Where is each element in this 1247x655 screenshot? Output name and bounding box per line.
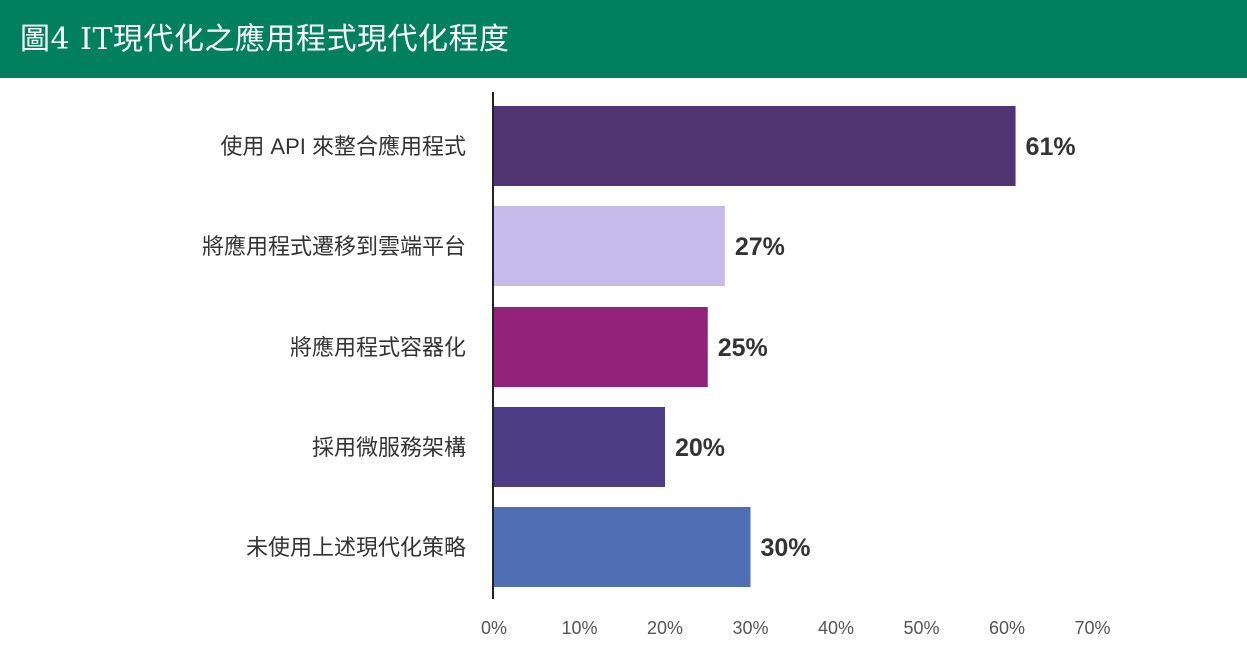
x-tick-label: 20% — [647, 618, 683, 638]
bar-2 — [494, 206, 725, 286]
category-label: 將應用程式容器化 — [290, 335, 466, 360]
figure-title: 圖4 IT現代化之應用程式現代化程度 — [20, 22, 510, 57]
x-tick-label: 40% — [818, 618, 854, 638]
category-label: 未使用上述現代化策略 — [246, 535, 466, 560]
x-tick-label: 50% — [903, 618, 939, 638]
value-label: 20% — [675, 434, 725, 462]
category-label: 採用微服務架構 — [312, 435, 466, 460]
bar-5 — [494, 507, 751, 587]
x-tick-label: 30% — [732, 618, 768, 638]
x-tick-label: 0% — [481, 618, 507, 638]
value-label: 25% — [718, 334, 768, 362]
value-label: 61% — [1026, 133, 1076, 161]
bar-4 — [494, 407, 665, 487]
x-tick-label: 70% — [1074, 618, 1110, 638]
category-label: 將應用程式遷移到雲端平台 — [202, 234, 466, 259]
bar-3 — [494, 307, 708, 387]
figure-header: 圖4 IT現代化之應用程式現代化程度 — [0, 0, 1247, 78]
value-label: 27% — [735, 233, 785, 261]
bar-1 — [494, 106, 1016, 186]
value-label: 30% — [761, 534, 811, 562]
x-tick-label: 10% — [561, 618, 597, 638]
bar-chart: 使用 API 來整合應用程式將應用程式遷移到雲端平台將應用程式容器化採用微服務架… — [202, 92, 1111, 638]
category-label: 使用 API 來整合應用程式 — [220, 134, 466, 159]
x-tick-label: 60% — [989, 618, 1025, 638]
